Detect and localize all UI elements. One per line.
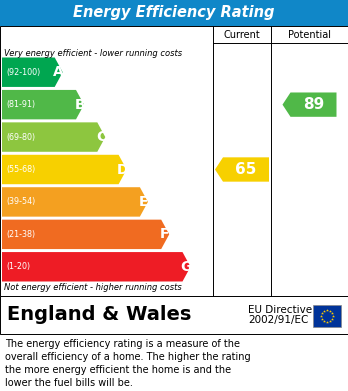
Text: 89: 89 [303,97,324,112]
Polygon shape [283,93,337,117]
Text: Energy Efficiency Rating: Energy Efficiency Rating [73,5,275,20]
Text: C: C [96,130,106,144]
Text: (39-54): (39-54) [6,197,35,206]
Text: overall efficiency of a home. The higher the rating: overall efficiency of a home. The higher… [5,352,251,362]
Text: G: G [180,260,192,274]
Polygon shape [2,252,190,282]
Text: (55-68): (55-68) [6,165,35,174]
Text: E: E [139,195,148,209]
Text: 65: 65 [235,162,257,177]
Text: (1-20): (1-20) [6,262,30,271]
Text: Current: Current [224,29,260,39]
Text: lower the fuel bills will be.: lower the fuel bills will be. [5,378,133,388]
Text: the more energy efficient the home is and the: the more energy efficient the home is an… [5,365,231,375]
Text: 2002/91/EC: 2002/91/EC [248,315,308,325]
Text: Not energy efficient - higher running costs: Not energy efficient - higher running co… [4,283,182,292]
Text: (81-91): (81-91) [6,100,35,109]
Text: F: F [160,227,169,241]
Text: England & Wales: England & Wales [7,305,191,325]
Bar [313,305,341,327]
Text: Very energy efficient - lower running costs: Very energy efficient - lower running co… [4,48,182,57]
Text: EU Directive: EU Directive [248,305,312,315]
Bar [0,26,348,296]
Text: The energy efficiency rating is a measure of the: The energy efficiency rating is a measur… [5,339,240,349]
Polygon shape [215,157,269,182]
Bar [0,0,348,26]
Text: B: B [74,98,85,112]
Text: A: A [53,65,64,79]
Text: (92-100): (92-100) [6,68,40,77]
Polygon shape [2,90,84,119]
Polygon shape [2,57,63,87]
Text: (69-80): (69-80) [6,133,35,142]
Text: D: D [117,163,128,176]
Text: Potential: Potential [288,29,331,39]
Polygon shape [2,122,105,152]
Text: (21-38): (21-38) [6,230,35,239]
Polygon shape [2,155,127,184]
Polygon shape [2,220,169,249]
Bar [0,296,348,334]
Polygon shape [2,187,148,217]
